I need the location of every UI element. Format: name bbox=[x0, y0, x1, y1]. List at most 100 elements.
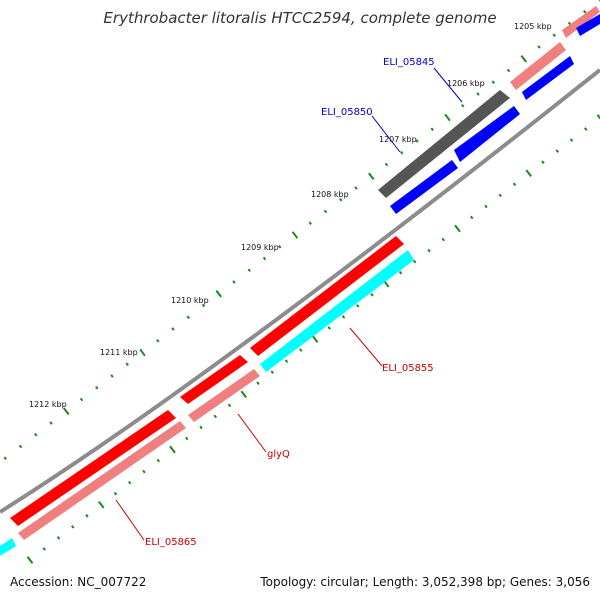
tick-mark bbox=[215, 289, 222, 298]
tick-mark bbox=[555, 149, 559, 153]
tick-mark bbox=[98, 500, 105, 509]
tick-mark bbox=[128, 480, 132, 485]
tick-mark bbox=[71, 525, 75, 529]
feature-bottom-left-reverse bbox=[0, 538, 16, 556]
tick-mark bbox=[484, 204, 488, 209]
feature-eli-05845-cds bbox=[454, 106, 520, 162]
tick-mark bbox=[596, 114, 600, 120]
tick-mark bbox=[498, 193, 502, 198]
kbp-label: 1212 kbp bbox=[29, 400, 67, 409]
kbp-label: 1207 kbp bbox=[379, 135, 417, 144]
tick-mark bbox=[398, 270, 403, 275]
tick-mark bbox=[247, 268, 251, 273]
tick-mark bbox=[476, 92, 480, 96]
tick-mark bbox=[368, 172, 375, 181]
kbp-label: 1211 kbp bbox=[100, 348, 138, 357]
tick-mark bbox=[278, 244, 282, 249]
tick-mark bbox=[18, 444, 23, 449]
reverse-strand-features bbox=[0, 14, 600, 556]
tick-mark bbox=[291, 231, 299, 239]
kbp-label: 1209 kbp bbox=[241, 243, 279, 252]
gene-label-eli-05855[interactable]: ELI_05855 bbox=[382, 363, 434, 374]
tick-mark bbox=[441, 237, 445, 242]
kbp-label: 1210 kbp bbox=[171, 296, 209, 305]
leader-eli-05865 bbox=[115, 499, 145, 541]
accession-text: Accession: NC_007722 bbox=[10, 575, 146, 589]
tick-mark bbox=[125, 362, 129, 367]
leader-eli-05850 bbox=[371, 115, 401, 153]
feature-top-right-rna-1 bbox=[510, 42, 566, 90]
forward-strand-features bbox=[10, 6, 600, 540]
tick-mark bbox=[454, 224, 461, 233]
tick-mark bbox=[169, 445, 176, 454]
tick-mark bbox=[156, 338, 160, 343]
leader-eli-05845 bbox=[433, 67, 463, 103]
tick-mark bbox=[240, 390, 247, 399]
kbp-label: 1208 kbp bbox=[311, 190, 349, 199]
tick-mark bbox=[491, 80, 495, 85]
kbp-labels: 1205 kbp 1206 kbp 1207 kbp 1208 kbp 1209… bbox=[29, 22, 552, 409]
tick-mark bbox=[171, 327, 175, 331]
leader-eli-05855 bbox=[349, 327, 383, 367]
gene-label-glyq[interactable]: glyQ bbox=[267, 449, 290, 460]
tick-mark bbox=[270, 370, 274, 374]
tick-mark bbox=[323, 209, 328, 214]
tick-mark bbox=[139, 348, 146, 357]
genome-summary-text: Topology: circular; Length: 3,052,398 bp… bbox=[259, 575, 590, 589]
tick-mark bbox=[299, 348, 303, 352]
tick-mark bbox=[520, 54, 527, 63]
tick-mark bbox=[444, 113, 451, 122]
tick-mark bbox=[34, 432, 38, 437]
tick-mark bbox=[63, 407, 70, 416]
gene-label-eli-05865[interactable]: ELI_05865 bbox=[145, 537, 197, 548]
gene-label-eli-05845[interactable]: ELI_05845 bbox=[383, 57, 435, 68]
tick-mark bbox=[341, 315, 346, 319]
kbp-label: 1205 kbp bbox=[514, 22, 552, 31]
genome-title: Erythrobacter litoralis HTCC2594, comple… bbox=[103, 9, 496, 27]
tick-mark bbox=[584, 127, 588, 131]
feature-glyq-rna bbox=[188, 369, 260, 422]
tick-mark bbox=[26, 556, 34, 564]
tick-mark bbox=[3, 456, 7, 461]
tick-mark bbox=[311, 335, 319, 343]
feature-eli-05850-cds bbox=[390, 160, 458, 214]
tick-mark bbox=[569, 138, 574, 142]
tick-mark bbox=[95, 385, 99, 390]
feature-glyq-cds bbox=[180, 355, 248, 404]
tick-mark bbox=[199, 425, 203, 430]
tick-mark bbox=[339, 197, 343, 202]
genome-backbone bbox=[0, 68, 600, 514]
gene-label-eli-05850[interactable]: ELI_05850 bbox=[321, 107, 373, 118]
tick-mark bbox=[512, 182, 517, 187]
feature-eli-05855-reverse bbox=[260, 250, 414, 372]
feature-eli-05855-cds bbox=[250, 236, 404, 356]
gene-leaders bbox=[115, 67, 463, 541]
tick-mark bbox=[85, 513, 89, 518]
tick-mark bbox=[185, 436, 189, 441]
tick-mark bbox=[110, 374, 114, 378]
tick-mark bbox=[49, 421, 53, 425]
tick-mark bbox=[525, 169, 532, 178]
tick-mark bbox=[430, 127, 434, 132]
tick-mark bbox=[186, 315, 190, 320]
feature-eli-05865-cds bbox=[10, 410, 176, 526]
tick-mark bbox=[356, 304, 360, 308]
tick-mark bbox=[384, 162, 389, 167]
tick-mark bbox=[413, 259, 417, 264]
tick-mark bbox=[427, 248, 431, 253]
tick-mark bbox=[156, 458, 160, 463]
gene-labels: ELI_05845 ELI_05850 ELI_05855 glyQ ELI_0… bbox=[145, 57, 435, 548]
feature-top-right-rna-2 bbox=[562, 6, 600, 38]
tick-mark bbox=[227, 403, 232, 408]
tick-mark bbox=[370, 293, 374, 297]
tick-mark bbox=[284, 359, 289, 363]
tick-mark bbox=[470, 215, 474, 220]
tick-mark bbox=[142, 469, 146, 474]
feature-top-right-cds bbox=[576, 14, 600, 36]
tick-mark bbox=[262, 256, 267, 261]
tick-rows bbox=[3, 0, 600, 564]
tick-mark bbox=[583, 9, 587, 14]
tick-mark bbox=[113, 491, 118, 496]
tick-mark bbox=[354, 186, 358, 190]
tick-mark bbox=[42, 547, 46, 551]
